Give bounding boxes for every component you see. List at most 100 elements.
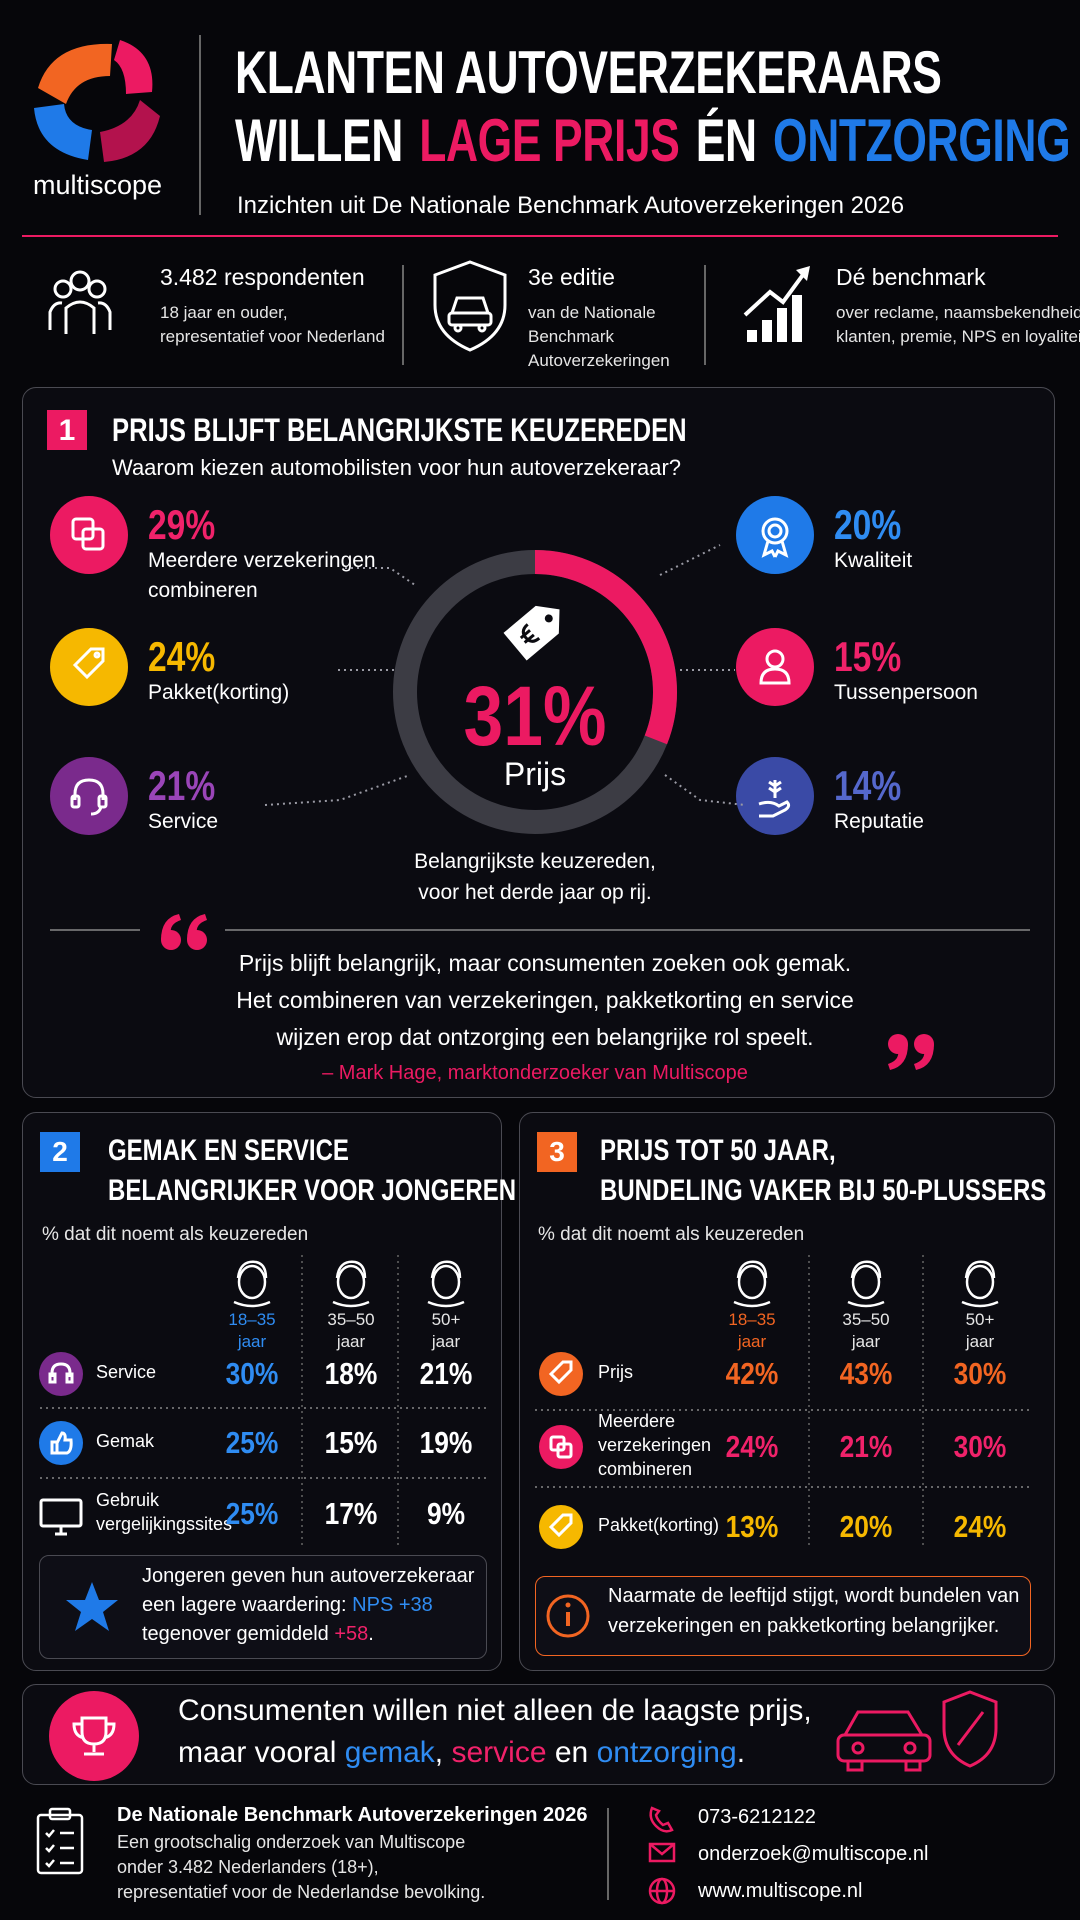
stat-title: 3.482 respondenten	[160, 264, 365, 290]
table-value: 20%	[839, 1509, 893, 1544]
stat-text: Autoverzekeringen	[528, 351, 670, 370]
icon-part	[72, 1716, 116, 1756]
face-icon	[427, 1260, 465, 1308]
icon-part	[72, 1716, 116, 1756]
section-title: BUNDELING VAKER BIJ 50-PLUSSERS	[600, 1174, 1047, 1207]
icon-part	[50, 1431, 73, 1455]
group-label: 35–50	[327, 1310, 375, 1329]
reason-icons	[70, 517, 791, 818]
group-label: jaar	[851, 1332, 881, 1351]
donut-caption: Belangrijkste keuzereden,	[414, 850, 656, 873]
icon-part	[888, 1034, 934, 1070]
trophy-circle	[49, 1691, 139, 1781]
icon-part	[187, 914, 207, 940]
banner-text: service	[451, 1736, 547, 1769]
section-2-note-box	[39, 1555, 487, 1659]
table-value: 19%	[419, 1425, 473, 1460]
icon-part	[649, 1806, 674, 1833]
icon-part	[97, 794, 108, 809]
icon-part	[161, 914, 181, 940]
icon-part	[733, 1260, 771, 1308]
price-tag-icon	[503, 605, 560, 661]
table-value: 25%	[225, 1425, 279, 1460]
quote-text: Prijs blijft belangrijk, maar consumente…	[238, 950, 852, 976]
title-part: LAGE PRIJS	[419, 107, 680, 174]
icon-part	[503, 605, 560, 661]
table-value: 30%	[953, 1429, 1007, 1464]
icon-part	[747, 330, 757, 342]
icon-part	[758, 800, 791, 818]
icon-part	[50, 1431, 73, 1455]
icon-part	[961, 1260, 999, 1308]
icon-part	[48, 1807, 72, 1821]
icon-part	[548, 1360, 573, 1385]
banner-text: ontzorging	[596, 1736, 737, 1769]
icon-part	[38, 43, 112, 104]
quote-text: Het combineren van verzekeringen, pakket…	[236, 987, 854, 1013]
icon-part	[48, 1372, 57, 1384]
icon-part	[649, 1843, 675, 1856]
icon-part	[427, 1260, 465, 1308]
row-label: Meerdere	[598, 1411, 676, 1431]
reason-icon-circle	[50, 757, 128, 835]
icon-part	[548, 1513, 573, 1538]
stat-title: Dé benchmark	[836, 264, 986, 290]
row-icon-circle	[539, 1352, 583, 1396]
icon-part	[433, 260, 507, 352]
icon-part	[850, 1260, 882, 1279]
car-icon	[836, 1710, 932, 1772]
icon-part	[965, 1264, 995, 1300]
row-label: Prijs	[598, 1362, 633, 1382]
icon-part	[851, 1741, 865, 1755]
shield-icon	[942, 1690, 998, 1768]
connector	[659, 544, 721, 576]
reason-icon-circle	[736, 496, 814, 574]
icon-part	[765, 649, 785, 669]
stat-text: van de Nationale	[528, 303, 656, 322]
quote-text: wijzen erop dat ontzorging een belangrij…	[276, 1024, 814, 1050]
footer-text: onder 3.482 Nederlanders (18+),	[117, 1857, 379, 1877]
face-icon	[733, 1260, 771, 1308]
section-1-panel	[22, 387, 1055, 1098]
icon-part	[758, 780, 791, 818]
reason-label: combineren	[148, 579, 258, 602]
section-title: BELANGRIJKER VOOR JONGEREN	[108, 1174, 517, 1207]
section-question: Waarom kiezen automobilisten voor hun au…	[112, 455, 682, 480]
table-value: 24%	[953, 1509, 1007, 1544]
icon-part	[796, 266, 810, 281]
contact-icons	[648, 1806, 676, 1905]
icon-part	[762, 320, 772, 342]
note-line: Jongeren geven hun autoverzekeraar	[142, 1565, 474, 1588]
note-text: NPS +38	[352, 1594, 433, 1616]
icon-part	[447, 311, 493, 327]
icon-part	[161, 914, 207, 950]
table-value: 21%	[419, 1356, 473, 1391]
icon-part	[237, 1264, 267, 1300]
table-value: 15%	[324, 1425, 378, 1460]
icon-part	[961, 1300, 999, 1308]
reason-value: 24%	[148, 633, 216, 680]
icon-part	[477, 323, 487, 333]
note-line: een lagere waardering: NPS +38	[142, 1594, 433, 1617]
note-text: +58	[334, 1623, 369, 1645]
banner-text: gemak	[344, 1736, 435, 1769]
icon-part	[903, 1741, 917, 1755]
group-label: 50+	[965, 1310, 995, 1329]
icon-part	[87, 279, 107, 299]
stat-text: representatief voor Nederland	[160, 327, 385, 346]
group-label: 18–35	[228, 1310, 276, 1329]
icon-part	[736, 1260, 768, 1279]
icon-part	[759, 667, 791, 685]
title-part: WILLEN	[235, 107, 403, 174]
center-value: 31%	[463, 669, 607, 763]
icon-part	[847, 1300, 885, 1308]
icon-part	[836, 1710, 932, 1772]
icon-part	[747, 295, 802, 342]
table-subtitle: % dat dit noemt als keuzereden	[42, 1224, 309, 1245]
icon-part	[39, 1498, 83, 1528]
icon-part	[761, 517, 789, 558]
shield-car-icon	[433, 260, 507, 352]
icon-part	[843, 1710, 924, 1736]
